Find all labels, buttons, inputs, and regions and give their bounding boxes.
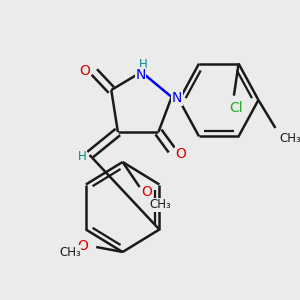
Text: CH₃: CH₃ [59,245,81,259]
Text: H: H [139,58,148,70]
Text: O: O [176,147,187,161]
Text: CH₃: CH₃ [149,199,171,212]
Text: O: O [78,239,88,253]
Text: N: N [172,91,182,105]
Text: Cl: Cl [229,100,243,115]
Text: O: O [80,64,90,78]
Text: H: H [78,151,86,164]
Text: O: O [142,185,153,199]
Text: N: N [135,68,146,82]
Text: CH₃: CH₃ [280,131,300,145]
